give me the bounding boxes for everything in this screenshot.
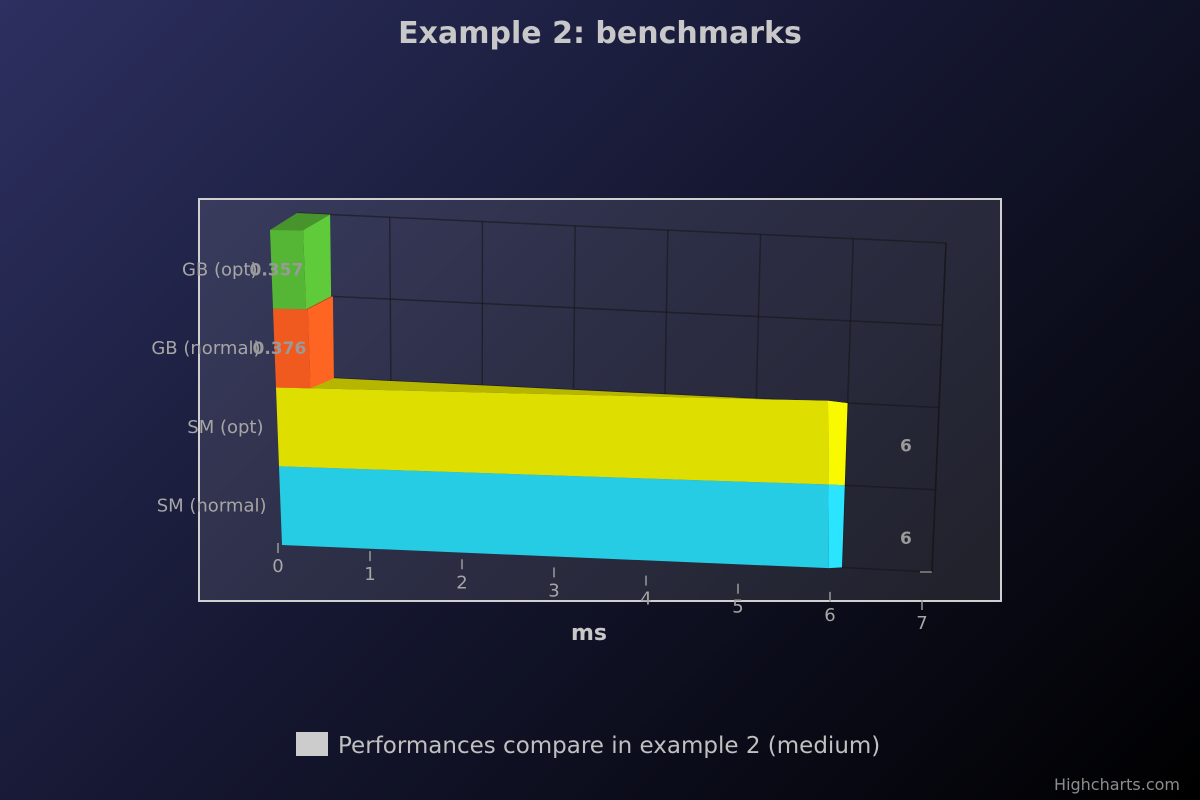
grid-line-horizontal — [298, 294, 943, 326]
x-tick-label: 0 — [272, 556, 283, 577]
x-tick-label: 5 — [732, 597, 743, 618]
labels: GB (opt) GB (normal) SM (opt) SM (normal) 0.… — [151, 259, 927, 634]
data-label: 0.357 — [250, 260, 304, 280]
data-label: 0.376 — [253, 339, 307, 359]
back-wall-edge — [931, 242, 947, 573]
bar-sm-opt-[interactable] — [276, 376, 848, 486]
credits-link[interactable]: Highcharts.com — [1054, 775, 1180, 794]
grid-line-horizontal — [296, 212, 947, 244]
bar-front-face — [279, 466, 829, 569]
bar-front-face — [276, 387, 829, 485]
bar-end-face — [303, 214, 332, 310]
data-label: 6 — [900, 436, 912, 456]
bar-front-face — [270, 230, 306, 310]
bar-series[interactable] — [270, 213, 848, 569]
bar-end-face — [828, 400, 848, 486]
category-label: SM (opt) — [187, 417, 263, 438]
legend-item-label[interactable]: Performances compare in example 2 (mediu… — [338, 733, 880, 759]
data-label: 6 — [900, 529, 912, 549]
bar-end-face — [307, 296, 334, 389]
category-label: GB (opt) — [182, 259, 258, 280]
bar-gb-opt-[interactable] — [270, 213, 332, 310]
bar-end-face — [828, 484, 845, 569]
x-tick-label: 4 — [640, 589, 651, 610]
legend-swatch[interactable] — [296, 732, 328, 756]
x-tick-label: 3 — [548, 580, 559, 601]
bar-top-face — [270, 213, 331, 231]
x-tick-label: 7 — [916, 613, 927, 634]
x-tick-label: 1 — [364, 564, 375, 585]
bar-top-face — [276, 376, 848, 404]
chart-title: Example 2: benchmarks — [398, 16, 802, 51]
x-tick-label: 6 — [824, 605, 835, 626]
x-axis-title: ms — [571, 621, 607, 646]
bar-front-face — [273, 308, 311, 389]
category-label: GB (normal) — [151, 338, 260, 359]
category-label: SM (normal) — [157, 496, 267, 517]
x-tick-label: 2 — [456, 572, 467, 593]
